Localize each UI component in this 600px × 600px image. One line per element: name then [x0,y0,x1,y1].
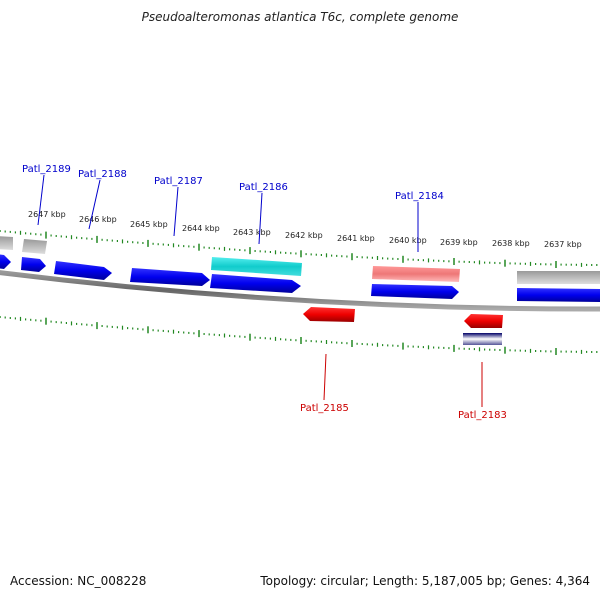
tick-label: 2637 kbp [544,240,582,249]
tick-label: 2643 kbp [233,228,271,237]
gene-feature-forward[interactable] [517,288,600,302]
tick-label: 2640 kbp [389,236,427,245]
gene-label-forward[interactable]: Patl_2188 [78,169,127,180]
tick-label: 2645 kbp [130,220,168,229]
gene-feature-gray[interactable] [517,271,600,284]
gene-label-forward[interactable]: Patl_2186 [239,182,288,193]
gene-feature-reverse[interactable] [303,307,355,322]
tick-label: 2647 kbp [28,210,66,219]
gene-feature-forward[interactable] [130,268,210,286]
genome-summary-text: Topology: circular; Length: 5,187,005 bp… [260,574,590,588]
gene-feature-navy[interactable] [463,333,502,345]
page-title: Pseudoalteromonas atlantica T6c, complet… [141,10,459,24]
tick-label: 2641 kbp [337,234,375,243]
gene-label-group-forward: Patl_2189 Patl_2188 Patl_2187 Patl_2186 … [22,164,444,252]
gene-label-group-reverse: Patl_2185 Patl_2183 [300,353,507,421]
tick-label: 2639 kbp [440,238,478,247]
tick-label: 2646 kbp [79,215,117,224]
accession-text: Accession: NC_008228 [10,574,147,588]
ruler-top-track [0,230,598,268]
gene-label-reverse[interactable]: Patl_2185 [300,403,349,414]
gene-feature-forward[interactable] [0,254,11,269]
gene-feature-gray[interactable] [0,236,13,250]
gene-label-reverse[interactable]: Patl_2183 [458,410,507,421]
tick-label: 2638 kbp [492,239,530,248]
gene-feature-forward[interactable] [210,274,301,293]
gene-feature-forward[interactable] [54,261,112,280]
gene-feature-cyan[interactable] [211,257,302,276]
gene-feature-gray[interactable] [22,239,47,254]
tick-label: 2642 kbp [285,231,323,240]
gene-label-forward[interactable]: Patl_2184 [395,191,444,202]
gene-feature-reverse[interactable] [464,314,503,328]
gene-feature-forward[interactable] [21,257,46,272]
gene-label-forward[interactable]: Patl_2189 [22,164,71,175]
ruler-bottom-track [0,316,598,355]
tick-label: 2644 kbp [182,224,220,233]
gene-feature-forward[interactable] [371,284,459,299]
ruler-labels: 2647 kbp 2646 kbp 2645 kbp 2644 kbp 2643… [28,210,582,249]
genome-backbone [0,270,600,312]
gene-label-forward[interactable]: Patl_2187 [154,176,203,187]
gene-feature-pink[interactable] [372,266,460,282]
